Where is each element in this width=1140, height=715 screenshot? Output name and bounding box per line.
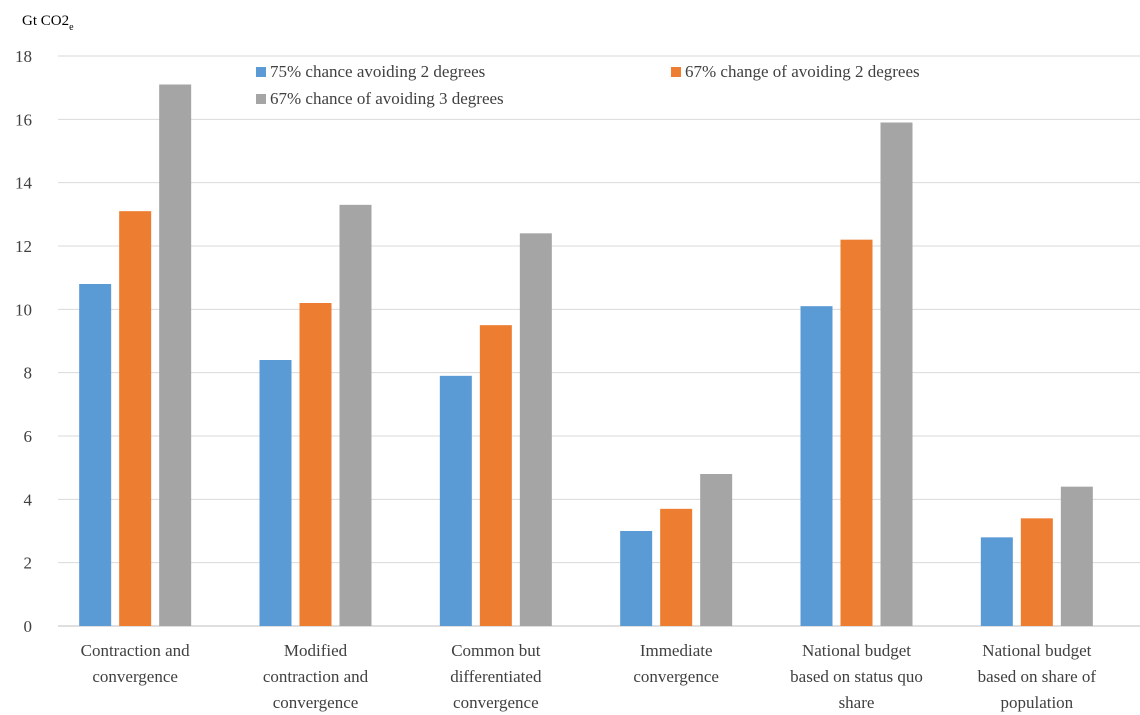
bar	[660, 508, 693, 626]
y-tick-label: 18	[15, 47, 32, 66]
category-label-line: National budget	[982, 641, 1091, 660]
y-tick-label: 10	[15, 300, 32, 319]
legend-swatch	[256, 94, 266, 104]
y-axis-label-main: Gt CO2	[22, 13, 69, 29]
category-label-line: convergence	[92, 667, 178, 686]
category-label-line: based on status quo	[790, 667, 923, 686]
category-label-line: differentiated	[450, 667, 542, 686]
bar	[439, 375, 472, 626]
category-label-line: National budget	[802, 641, 911, 660]
y-axis-label: Gt CO2e	[22, 13, 74, 33]
bar	[299, 303, 332, 626]
category-label: National budget based on share of populati…	[978, 641, 1097, 712]
bar	[1020, 518, 1053, 626]
category-label-line: Modified	[284, 641, 348, 660]
category-label-line: population	[1000, 693, 1073, 712]
bar	[519, 233, 552, 627]
y-tick-label: 8	[24, 364, 33, 383]
category-label-line: share	[839, 693, 875, 712]
y-tick-label: 2	[24, 554, 33, 573]
bar	[79, 284, 112, 626]
category-label: Contraction and convergence	[81, 641, 191, 686]
category-label: Immediate convergence	[633, 641, 719, 686]
bars	[79, 84, 1093, 627]
category-label-line: convergence	[633, 667, 719, 686]
legend-entry: 67% change of avoiding 2 degrees	[685, 62, 920, 81]
category-label-line: contraction and	[263, 667, 369, 686]
bar	[1060, 486, 1093, 626]
y-tick-label: 16	[15, 110, 32, 129]
bar	[980, 537, 1013, 626]
y-tick-label: 4	[24, 490, 33, 509]
legend-swatch	[671, 67, 681, 77]
category-labels: Contraction and convergence Modified contra…	[81, 641, 1097, 712]
legend-entry: 67% chance of avoiding 3 degrees	[270, 89, 504, 108]
category-label-line: convergence	[453, 693, 539, 712]
category-label-line: Contraction and	[81, 641, 191, 660]
y-tick-label: 14	[15, 174, 33, 193]
category-label-line: convergence	[273, 693, 359, 712]
bar	[880, 122, 913, 626]
y-tick-label: 6	[24, 427, 33, 446]
category-label: Common but differentiated convergence	[450, 641, 542, 712]
bar	[339, 204, 372, 627]
category-label-line: Common but	[451, 641, 541, 660]
bar	[119, 211, 152, 626]
legend: 75% chance avoiding 2 degrees 67% change …	[256, 62, 920, 108]
gridlines	[58, 55, 1140, 627]
y-tick-label: 12	[15, 237, 32, 256]
category-label: Modified contraction and convergence	[263, 641, 369, 712]
legend-swatch	[256, 67, 266, 77]
bar	[259, 360, 292, 626]
bar	[479, 325, 512, 626]
category-label-line: based on share of	[978, 667, 1097, 686]
bar	[159, 84, 192, 626]
y-tick-labels: 0 2 4 6 8 10 12 14 16 18	[15, 47, 33, 636]
category-label-line: Immediate	[640, 641, 713, 660]
legend-entry: 75% chance avoiding 2 degrees	[270, 62, 485, 81]
y-tick-label: 0	[24, 617, 33, 636]
bar	[800, 306, 833, 626]
bar	[620, 531, 653, 626]
bar	[700, 474, 733, 626]
category-label: National budget based on status quo share	[790, 641, 923, 712]
y-axis-label-subscript: e	[69, 22, 74, 33]
bar	[840, 239, 873, 626]
